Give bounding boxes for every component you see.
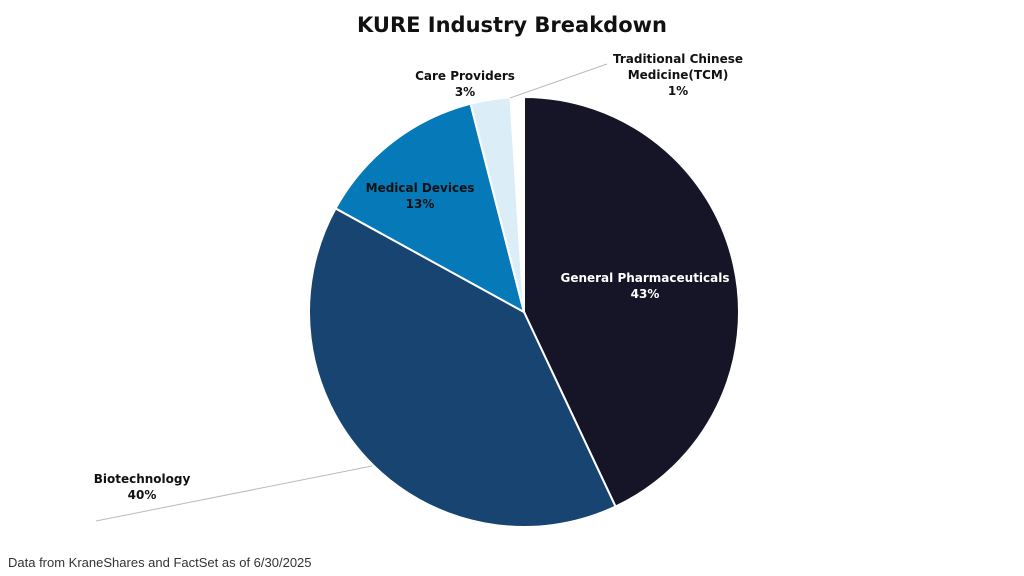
- slice-label-general-pharmaceuticals: General Pharmaceuticals: [560, 271, 729, 285]
- slice-label-traditional-chinese-medicine-tcm-line-1: Traditional Chinese: [613, 52, 743, 66]
- slice-value-biotechnology: 40%: [128, 488, 157, 502]
- slice-label-biotechnology: Biotechnology: [94, 472, 191, 486]
- slice-labels: General Pharmaceuticals 43% Biotechnology 4…: [94, 52, 743, 502]
- slice-label-care-providers: Care Providers: [415, 69, 515, 83]
- leader-line-biotechnology: [95, 465, 373, 522]
- pie-slice-medical-devices: [334, 102, 526, 314]
- pie-slices: [308, 95, 740, 528]
- leader-lines: [95, 63, 608, 522]
- slice-label-traditional-chinese-medicine-tcm-line-2: Medicine(TCM): [628, 68, 729, 82]
- chart-title: KURE Industry Breakdown: [357, 13, 667, 37]
- pie-slice-biotechnology: [308, 207, 617, 528]
- slice-label-medical-devices: Medical Devices: [366, 181, 475, 195]
- slice-value-medical-devices: 13%: [406, 197, 435, 211]
- leader-line-traditional-chinese-medicine-tcm: [509, 63, 608, 99]
- slice-value-traditional-chinese-medicine-tcm: 1%: [668, 84, 688, 98]
- slice-value-general-pharmaceuticals: 43%: [631, 287, 660, 301]
- slice-value-care-providers: 3%: [455, 85, 475, 99]
- source-footnote: Data from KraneShares and FactSet as of …: [8, 555, 312, 570]
- pie-slice-general-pharmaceuticals: [523, 95, 740, 508]
